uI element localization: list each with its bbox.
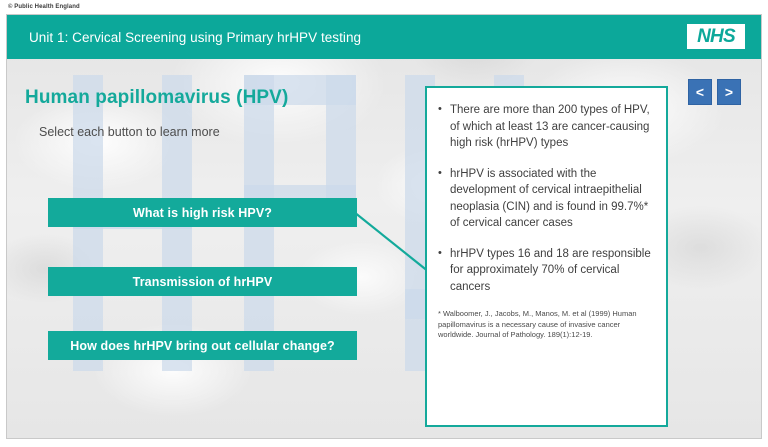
previous-slide-button[interactable]: < [688,79,712,105]
navigation-controls: < > [688,79,741,105]
button-what-is-high-risk-hpv[interactable]: What is high risk HPV? [48,198,357,227]
unit-title: Unit 1: Cervical Screening using Primary… [29,29,362,45]
watermark-letter-p-side [326,75,356,215]
page-title: Human papillomavirus (HPV) [25,87,289,108]
copyright-notice: © Public Health England [8,4,80,10]
slide-frame: Unit 1: Cervical Screening using Primary… [6,14,762,439]
button-cellular-change[interactable]: How does hrHPV bring out cellular change… [48,331,357,360]
info-bullet-list: There are more than 200 types of HPV, of… [437,101,654,296]
button-transmission-of-hrhpv[interactable]: Transmission of hrHPV [48,267,357,296]
citation-reference: * Walboomer, J., Jacobs, M., Manos, M. e… [438,309,637,339]
unit-header-bar: Unit 1: Cervical Screening using Primary… [7,15,761,59]
nhs-logo-text: NHS [697,26,736,47]
next-slide-button[interactable]: > [717,79,741,105]
info-panel: There are more than 200 types of HPV, of… [425,86,668,427]
page-instruction: Select each button to learn more [39,125,220,139]
info-bullet: There are more than 200 types of HPV, of… [437,101,654,152]
info-bullet: hrHPV is associated with the development… [437,165,654,232]
nhs-logo: NHS [687,24,745,49]
info-bullet: hrHPV types 16 and 18 are responsible fo… [437,245,654,296]
